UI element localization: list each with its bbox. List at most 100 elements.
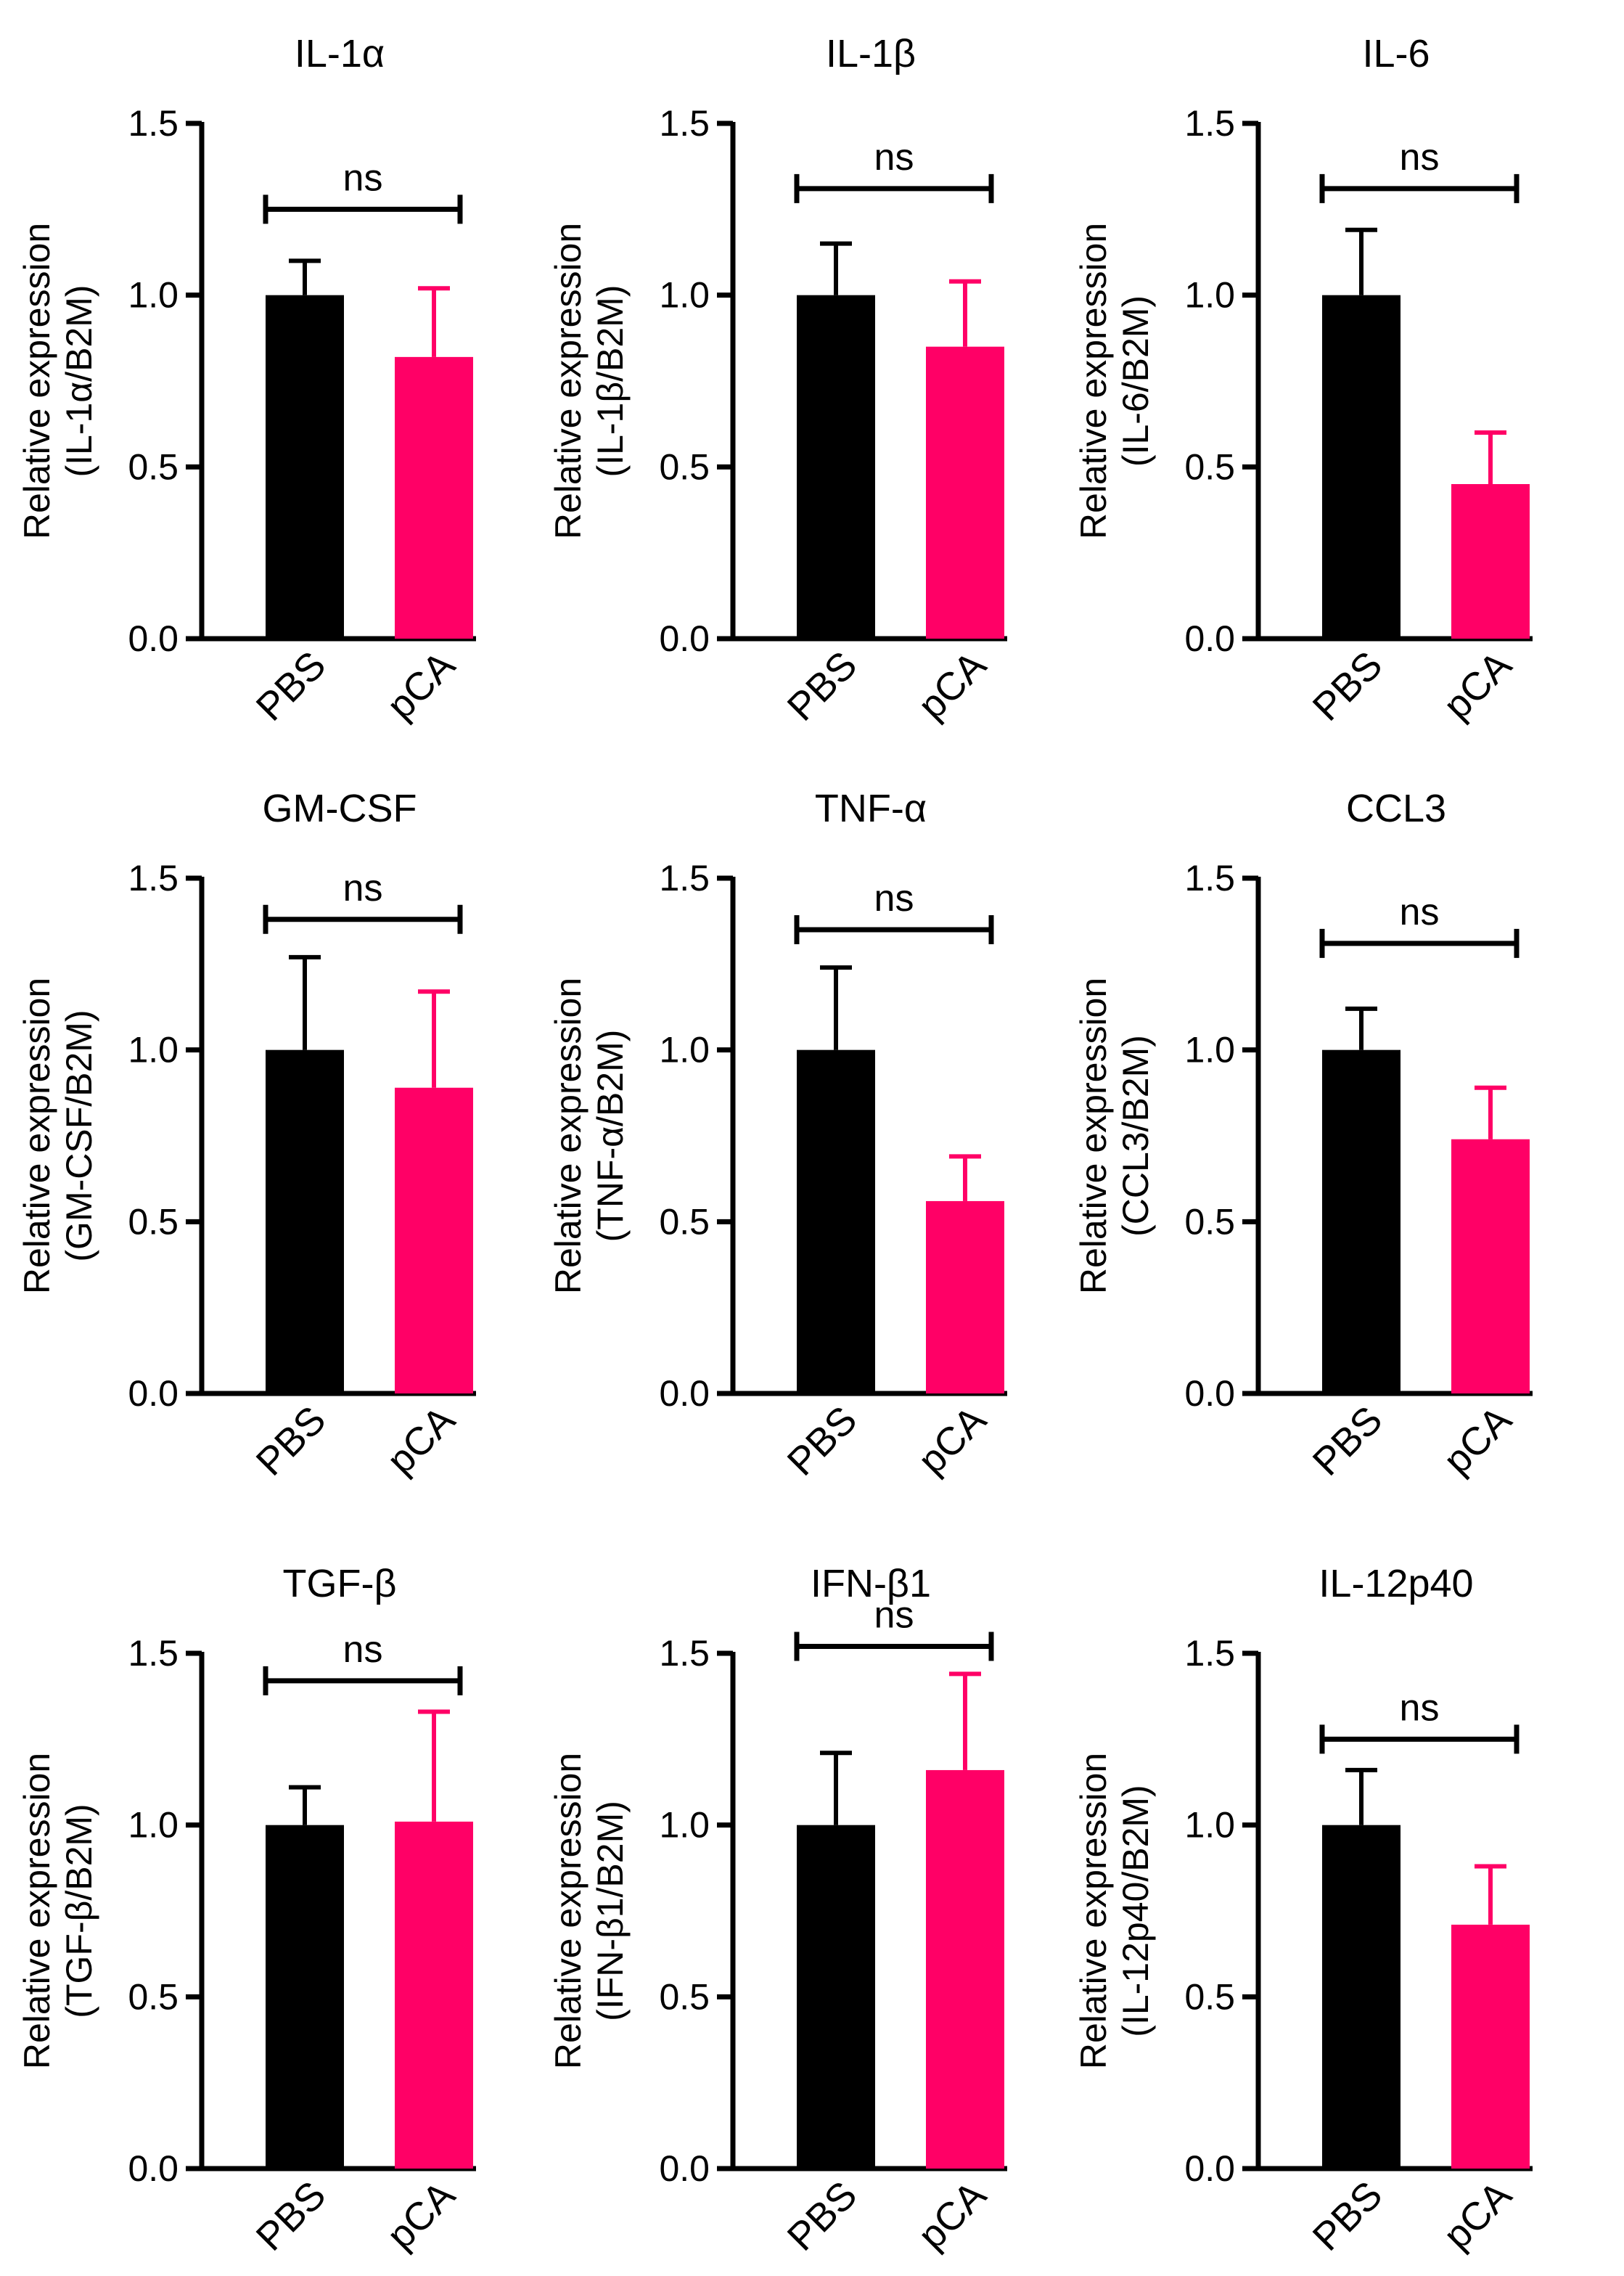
bar-pca — [395, 1821, 473, 2169]
y-axis-label: Relative expression(TNF-α/B2M) — [548, 978, 631, 1294]
y-tick-label: 1.5 — [659, 858, 710, 898]
y-axis-label: Relative expression(TGF-β/B2M) — [17, 1753, 99, 2069]
y-axis-label-line: (TNF-α/B2M) — [590, 1030, 631, 1243]
chart-title: IL-1β — [826, 32, 916, 75]
significance-label: ns — [874, 1595, 914, 1637]
chart-title: TNF-α — [815, 787, 927, 830]
y-tick-label: 1.0 — [128, 1030, 179, 1071]
y-axis-label-line: (IL-1β/B2M) — [590, 285, 631, 478]
bar-pbs — [266, 1049, 344, 1393]
y-tick-label: 0.0 — [659, 618, 710, 659]
x-category-label: pCA — [1435, 2173, 1520, 2258]
y-axis-label-line: Relative expression — [1073, 1753, 1114, 2069]
y-axis-label: Relative expression(IL-1β/B2M) — [548, 223, 631, 539]
y-tick-label: 0.0 — [1184, 1373, 1235, 1414]
y-tick-label: 0.5 — [128, 446, 179, 487]
x-category-label: pCA — [379, 2173, 464, 2258]
y-tick-label: 0.0 — [128, 618, 179, 659]
y-tick-label: 0.5 — [659, 446, 710, 487]
y-axis-label: Relative expression(IL-12p40/B2M) — [1073, 1753, 1156, 2069]
y-tick-label: 0.5 — [128, 1976, 179, 2017]
x-category-label: pCA — [1435, 643, 1520, 728]
chart-panel-4: TNF-α Relative expression(TNF-α/B2M) 0.0 0.… — [548, 787, 1007, 1484]
bar-pca — [926, 346, 1004, 639]
y-tick-label: 1.5 — [1184, 858, 1235, 898]
x-category-label: PBS — [248, 643, 335, 729]
chart-title: IFN-β1 — [811, 1562, 931, 1605]
bar-pbs — [1322, 295, 1401, 639]
y-axis-label-line: Relative expression — [17, 223, 57, 539]
x-category-label: PBS — [248, 1398, 335, 1484]
y-axis-label: Relative expression(IL-6/B2M) — [1073, 223, 1156, 539]
chart-panel-8: IL-12p40 Relative expression(IL-12p40/B2M… — [1073, 1562, 1533, 2259]
chart-panel-3: GM-CSF Relative expression(GM-CSF/B2M) 0.0… — [17, 787, 476, 1484]
chart-title: GM-CSF — [263, 787, 417, 830]
y-axis-label-line: Relative expression — [548, 223, 589, 539]
y-tick-label: 0.5 — [1184, 1201, 1235, 1242]
chart-panel-6: TGF-β Relative expression(TGF-β/B2M) 0.0 0.… — [17, 1562, 476, 2259]
y-axis-label-line: (IFN-β1/B2M) — [590, 1801, 631, 2021]
y-tick-label: 1.5 — [128, 858, 179, 898]
y-tick-label: 0.0 — [1184, 618, 1235, 659]
y-axis-label-line: (CCL3/B2M) — [1115, 1035, 1156, 1237]
significance-label: ns — [343, 1629, 383, 1671]
y-axis-label-line: (IL-1α/B2M) — [59, 284, 99, 477]
y-tick-label: 0.0 — [128, 1373, 179, 1414]
x-category-label: PBS — [779, 2173, 866, 2259]
y-axis-label: Relative expression(IFN-β1/B2M) — [548, 1753, 631, 2069]
y-tick-label: 0.5 — [659, 1201, 710, 1242]
y-tick-label: 0.0 — [1184, 2148, 1235, 2189]
y-tick-label: 1.0 — [1184, 275, 1235, 316]
chart-title: TGF-β — [282, 1562, 396, 1605]
y-tick-label: 1.0 — [1184, 1030, 1235, 1071]
y-axis-label: Relative expression(GM-CSF/B2M) — [17, 978, 99, 1294]
y-tick-label: 0.5 — [659, 1976, 710, 2017]
x-category-label: PBS — [1305, 1398, 1391, 1484]
y-axis-label-line: (IL-12p40/B2M) — [1115, 1785, 1156, 2036]
chart-panel-2: IL-6 Relative expression(IL-6/B2M) 0.0 0.5 1… — [1073, 32, 1533, 729]
significance-label: ns — [1400, 1687, 1440, 1729]
y-axis-label-line: Relative expression — [548, 1753, 589, 2069]
chart-title: CCL3 — [1346, 787, 1446, 830]
significance-label: ns — [343, 157, 383, 199]
bar-pbs — [1322, 1049, 1401, 1393]
bar-pca — [395, 1087, 473, 1393]
y-axis-label: Relative expression(IL-1α/B2M) — [17, 223, 99, 539]
y-tick-label: 1.0 — [1184, 1805, 1235, 1846]
x-category-label: PBS — [248, 2173, 335, 2259]
x-category-label: pCA — [910, 643, 995, 728]
y-axis-label-line: Relative expression — [548, 978, 589, 1294]
significance-label: ns — [1400, 136, 1440, 179]
y-tick-label: 0.0 — [128, 2148, 179, 2189]
bar-pca — [395, 356, 473, 639]
significance-label: ns — [874, 877, 914, 920]
y-tick-label: 1.5 — [659, 103, 710, 144]
x-category-label: PBS — [779, 1398, 866, 1484]
y-tick-label: 0.0 — [659, 2148, 710, 2189]
bar-pca — [926, 1200, 1004, 1393]
y-tick-label: 0.5 — [1184, 446, 1235, 487]
y-tick-label: 1.0 — [128, 275, 179, 316]
y-axis-label-line: Relative expression — [17, 1753, 57, 2069]
y-tick-label: 1.5 — [1184, 1633, 1235, 1674]
bar-pca — [926, 1769, 1004, 2169]
x-category-label: PBS — [1305, 643, 1391, 729]
bar-pbs — [797, 1825, 875, 2169]
y-axis-label-line: Relative expression — [1073, 223, 1114, 539]
significance-label: ns — [343, 867, 383, 909]
chart-title: IL-6 — [1362, 32, 1430, 75]
bar-pca — [1451, 1924, 1530, 2169]
chart-panel-0: IL-1α Relative expression(IL-1α/B2M) 0.0 0.… — [17, 32, 476, 729]
x-category-label: pCA — [1435, 1398, 1520, 1483]
x-category-label: pCA — [379, 1398, 464, 1483]
x-category-label: pCA — [910, 2173, 995, 2258]
y-tick-label: 0.5 — [1184, 1976, 1235, 2017]
significance-label: ns — [1400, 891, 1440, 933]
y-tick-label: 1.0 — [659, 1030, 710, 1071]
y-axis-label-line: (TGF-β/B2M) — [59, 1804, 99, 2018]
y-tick-label: 1.5 — [128, 103, 179, 144]
bar-pca — [1451, 1139, 1530, 1393]
chart-panel-5: CCL3 Relative expression(CCL3/B2M) 0.0 0.5 1… — [1073, 787, 1533, 1484]
y-axis-label-line: Relative expression — [1073, 978, 1114, 1294]
